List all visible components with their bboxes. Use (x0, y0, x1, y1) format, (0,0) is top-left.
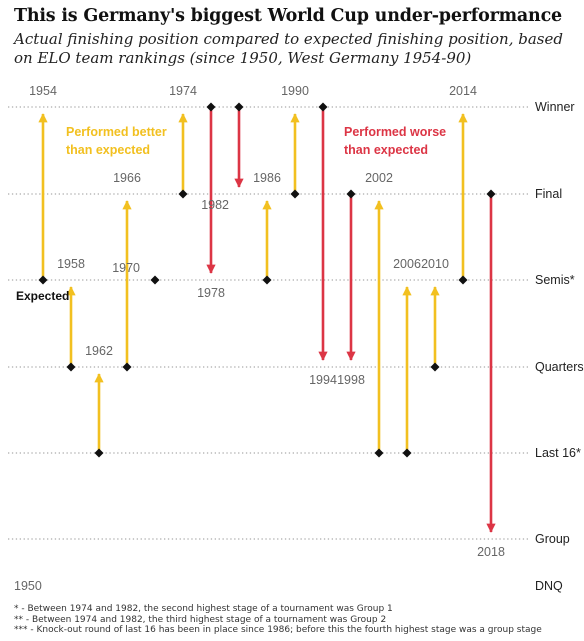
edition-1986-expected-marker (262, 275, 272, 285)
stage-label-final: Final (535, 187, 562, 201)
edition-1950-year: 1950 (14, 579, 42, 593)
stage-label-winner: Winner (535, 100, 575, 114)
edition-1998-expected-marker (346, 189, 356, 199)
edition-2006-expected-marker (402, 448, 412, 458)
edition-1966-expected-marker (122, 362, 132, 372)
edition-2010-expected-marker (430, 362, 440, 372)
chart-subtitle: Actual finishing position compared to ex… (14, 30, 563, 67)
edition-1962-expected-marker (94, 448, 104, 458)
edition-1954-year: 1954 (29, 84, 57, 98)
edition-1978-expected-marker (206, 102, 216, 112)
edition-2002-expected-marker (374, 448, 384, 458)
edition-1958-year: 1958 (57, 257, 85, 271)
edition-1986-year: 1986 (253, 171, 281, 185)
footnote-1: * - Between 1974 and 1982, the second hi… (14, 604, 393, 614)
edition-1998-year: 1998 (337, 373, 365, 387)
footnote-2: ** - Between 1974 and 1982, the third hi… (14, 614, 387, 625)
edition-2018-year: 2018 (477, 545, 505, 559)
edition-1990-year: 1990 (281, 84, 309, 98)
edition-1982-year: 1982 (201, 198, 229, 212)
edition-1970-year: 1970 (112, 261, 140, 275)
stage-label-last-16-: Last 16* (535, 446, 581, 460)
edition-1970-expected-marker (150, 275, 160, 285)
footnotes: * - Between 1974 and 1982, the second hi… (14, 604, 584, 636)
chart-title: This is Germany's biggest World Cup unde… (14, 6, 562, 26)
edition-1974-expected-marker (178, 189, 188, 199)
edition-1982-expected-marker (234, 102, 244, 112)
stage-label-dnq: DNQ (535, 579, 563, 593)
edition-1978-year: 1978 (197, 286, 225, 300)
edition-1962-year: 1962 (85, 344, 113, 358)
legend-better: Performed better than expected (66, 125, 167, 157)
edition-1954-expected-marker (38, 275, 48, 285)
edition-1994-expected-marker (318, 102, 328, 112)
edition-2014-expected-marker (458, 275, 468, 285)
edition-2018-expected-marker (486, 189, 496, 199)
edition-1990-expected-marker (290, 189, 300, 199)
stage-label-semis-: Semis* (535, 273, 575, 287)
edition-2010-year: 2010 (421, 257, 449, 271)
edition-1966-year: 1966 (113, 171, 141, 185)
edition-2002-year: 2002 (365, 171, 393, 185)
footnote-3: *** - Knock-out round of last 16 has bee… (14, 625, 542, 635)
stage-label-quarters: Quarters (535, 360, 584, 374)
edition-1958-expected-marker (66, 362, 76, 372)
legend-expected: Expected (16, 289, 69, 303)
stage-label-group: Group (535, 532, 570, 546)
edition-1974-year: 1974 (169, 84, 197, 98)
legend-worse: Performed worse than expected (344, 125, 446, 157)
edition-2014-year: 2014 (449, 84, 477, 98)
edition-1994-year: 1994 (309, 373, 337, 387)
edition-2006-year: 2006 (393, 257, 421, 271)
